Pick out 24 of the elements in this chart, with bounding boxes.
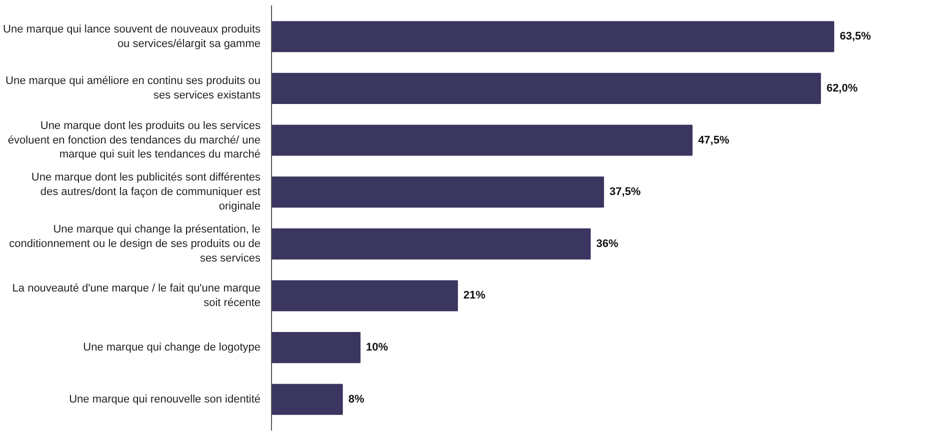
data-label: 47,5% [698,134,730,146]
bar [272,228,591,260]
bar [272,124,693,156]
data-label: 37,5% [610,186,641,198]
data-label: 21% [463,290,486,302]
bar [272,72,821,104]
bar [272,332,361,364]
y-tick-label: Une marque qui lance souvent de nouveaux produits ou services/élargit sa gamme [3,23,261,50]
y-tick-label: Une marque qui change de logotype [83,342,261,354]
y-tick-label: La nouveauté d'une marque / le fait qu'une marque soit récente [12,282,261,309]
data-label: 36% [596,238,618,250]
data-label: 8% [348,393,364,406]
bar [272,280,458,312]
data-label: 63,5% [840,30,872,43]
y-tick-label: Une marque qui améliore en continu ses produits ou ses services existants [6,75,261,102]
y-tick-label: Une marque qui change la présentation, le conditionnement ou le design de ses produits ou de ses services [9,224,261,264]
data-label: 62,0% [826,82,858,94]
bar [272,384,343,415]
y-tick-label: Une marque dont les produits ou les services évoluent en fonction des tendances du marché/ une marque qui suit les tendances du marché [8,120,261,161]
y-tick-label: Une marque dont les publicités sont différentes des autres/dont la façon de communiquer est originale [31,172,261,212]
bar [272,176,604,208]
bar [272,21,834,52]
y-tick-label: Une marque qui renouvelle son identité [69,393,261,406]
data-label: 10% [366,342,388,354]
